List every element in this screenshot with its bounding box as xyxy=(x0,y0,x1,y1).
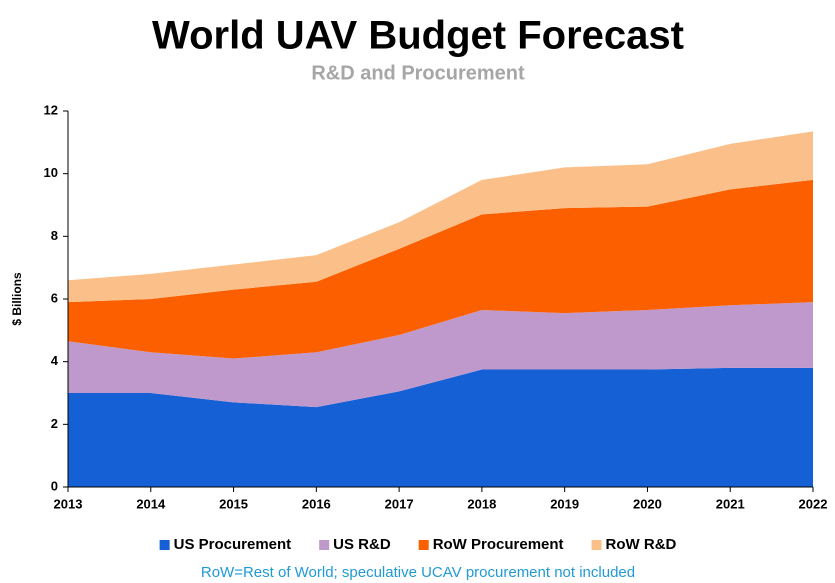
chart-subtitle: R&D and Procurement xyxy=(311,62,525,84)
area xyxy=(68,302,813,408)
legend-label: US Procurement xyxy=(174,536,292,553)
x-tick-label: 2015 xyxy=(219,496,248,511)
y-axis-label: $ Billions xyxy=(10,272,24,326)
y-tick-label: 0 xyxy=(51,478,58,493)
area xyxy=(68,179,813,359)
x-tick-label: 2021 xyxy=(716,496,745,511)
x-tick-label: 2017 xyxy=(385,496,414,511)
legend-swatch xyxy=(591,540,602,550)
y-tick-label: 10 xyxy=(44,165,58,180)
x-tick-label: 2016 xyxy=(302,496,331,511)
y-tick-label: 2 xyxy=(51,416,58,431)
y-tick-label: 12 xyxy=(44,102,58,117)
x-tick-label: 2020 xyxy=(633,496,662,511)
legend-label: RoW Procurement xyxy=(433,536,564,553)
x-tick-label: 2019 xyxy=(550,496,579,511)
x-tick-label: 2014 xyxy=(136,496,166,511)
y-tick-label: 6 xyxy=(51,290,58,305)
annotation: RoW=Rest of World; speculative UCAV proc… xyxy=(201,564,635,581)
x-tick-label: 2018 xyxy=(467,496,496,511)
area xyxy=(68,131,813,303)
y-tick-label: 8 xyxy=(51,228,58,243)
area xyxy=(68,367,813,487)
y-tick-label: 4 xyxy=(51,353,59,368)
legend-swatch xyxy=(319,540,330,550)
legend-label: US R&D xyxy=(333,536,391,553)
x-tick-label: 2022 xyxy=(799,496,828,511)
legend-swatch xyxy=(159,540,170,550)
x-tick-label: 2013 xyxy=(54,496,83,511)
chart-title: World UAV Budget Forecast xyxy=(152,14,684,58)
legend-swatch xyxy=(418,540,429,550)
legend-label: RoW R&D xyxy=(606,536,677,553)
